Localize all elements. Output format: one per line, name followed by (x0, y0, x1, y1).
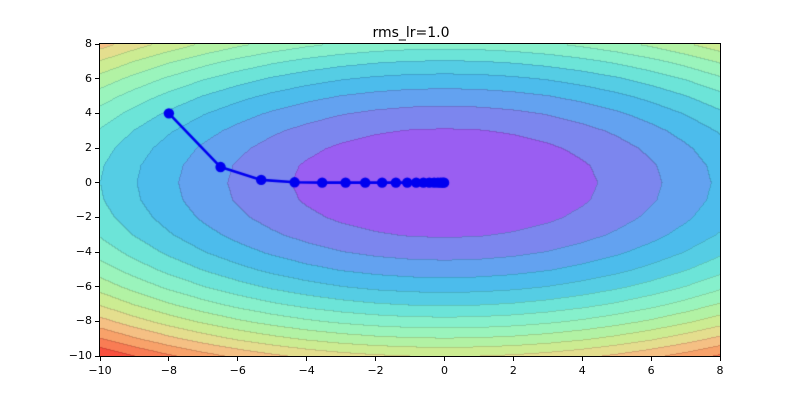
y-tick-label: −2 (75, 210, 92, 224)
y-tick-mark (95, 147, 99, 149)
y-tick-label: 2 (85, 141, 92, 154)
y-tick-label: −6 (75, 279, 92, 293)
x-tick-label: −4 (298, 364, 315, 377)
x-tick-mark (719, 357, 721, 361)
x-tick-mark (168, 357, 170, 361)
x-tick-mark (512, 357, 514, 361)
x-tick-mark (237, 357, 239, 361)
y-tick-label: 4 (85, 106, 92, 120)
x-tick-label: −10 (88, 364, 112, 377)
x-tick-mark (443, 357, 445, 361)
x-tick-label: −2 (367, 364, 384, 377)
x-tick-label: −8 (160, 364, 177, 377)
x-tick-label: 4 (578, 364, 586, 377)
y-tick-label: −8 (75, 314, 92, 328)
y-tick-label: 6 (85, 71, 92, 85)
x-tick-label: 6 (647, 364, 655, 377)
y-tick-label: 8 (85, 37, 92, 50)
x-tick-label: 2 (509, 364, 517, 377)
y-tick-label: 0 (85, 175, 92, 189)
x-tick-label: −6 (229, 364, 246, 377)
y-tick-mark (95, 112, 99, 114)
chart-title: rms_lr=1.0 (372, 25, 450, 41)
y-tick-mark (95, 286, 99, 288)
y-tick-mark (95, 251, 99, 253)
x-tick-mark (375, 357, 377, 361)
x-tick-label: 8 (716, 364, 724, 377)
x-tick-mark (306, 357, 308, 361)
y-tick-mark (95, 43, 99, 45)
y-tick-mark (95, 216, 99, 218)
x-tick-label: 0 (440, 364, 448, 377)
contour-canvas (100, 44, 720, 356)
y-tick-mark (95, 355, 99, 357)
y-tick-label: −4 (75, 245, 92, 258)
plot-area (99, 43, 721, 357)
y-tick-mark (95, 182, 99, 184)
y-tick-label: −10 (68, 349, 92, 362)
x-tick-mark (581, 357, 583, 361)
y-tick-mark (95, 320, 99, 322)
x-tick-mark (650, 357, 652, 361)
x-tick-mark (99, 357, 101, 361)
y-tick-mark (95, 78, 99, 80)
